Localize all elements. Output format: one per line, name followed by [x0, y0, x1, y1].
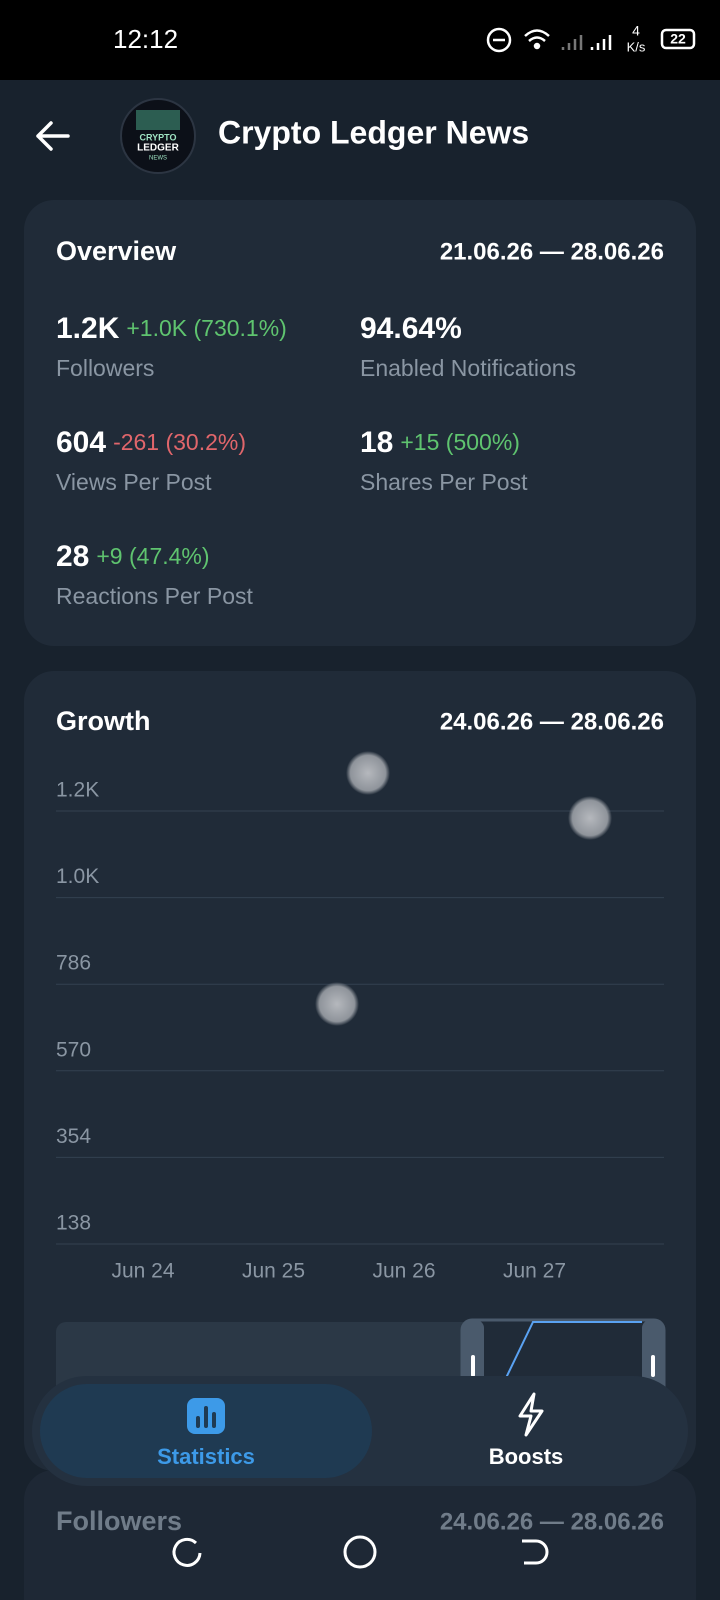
stat-value: 94.64% [360, 312, 462, 345]
stat-change: -261 (30.2%) [113, 429, 246, 455]
touch-indicator [568, 796, 612, 840]
touch-indicator [315, 982, 359, 1026]
y-tick-label: 570 [56, 1038, 91, 1061]
followers-title: Followers [56, 1506, 182, 1536]
tab-statistics[interactable]: Statistics [157, 1444, 255, 1469]
stat-value: 28 +9 (47.4%) [56, 540, 210, 573]
stats: 1.2K +1.0K (730.1%) Followers 94.64% Enabled… [56, 312, 576, 609]
tab-boosts[interactable]: Boosts [489, 1444, 564, 1469]
y-tick-label: 354 [56, 1125, 91, 1148]
home-button[interactable] [343, 1535, 377, 1569]
touch-indicator [346, 751, 390, 795]
stat-value: 18 +15 (500%) [360, 426, 520, 459]
x-tick-label: Jun 27 [503, 1260, 566, 1283]
y-tick-label: 138 [56, 1212, 91, 1235]
x-tick-label: Jun 24 [111, 1260, 174, 1283]
stat-change: +1.0K (730.1%) [126, 315, 286, 341]
status-icons [486, 27, 696, 53]
followers-date-range: 24.06.26 — 28.06.26 [440, 1508, 664, 1535]
navigator-line [504, 1321, 642, 1381]
handle-grip [471, 1355, 475, 1377]
system-nav [172, 1535, 549, 1569]
y-tick-label: 786 [56, 952, 91, 975]
logo-text: LEDGER [137, 143, 179, 154]
speed-unit: K/s [627, 39, 646, 54]
recent-button[interactable] [172, 1537, 202, 1567]
stat-label: Shares Per Post [360, 469, 528, 495]
stat-change: +15 (500%) [400, 429, 520, 455]
channel-title: Crypto Ledger News [218, 114, 529, 150]
handle-grip [651, 1355, 655, 1377]
stat-label: Views Per Post [56, 469, 212, 495]
logo-text: NEWS [149, 156, 167, 162]
stat-label: Enabled Notifications [360, 355, 576, 381]
x-tick-label: Jun 26 [372, 1260, 435, 1283]
stat-number: 604 [56, 426, 106, 459]
stat-value: 1.2K +1.0K (730.1%) [56, 312, 287, 345]
overview-date-range: 21.06.26 — 28.06.26 [440, 238, 664, 265]
y-tick-label: 1.2K [56, 779, 99, 802]
plot: 138 354 570 786 1.0K 1.2K Jun 24 Jun 25 Jun 26 Ju… [56, 779, 664, 1283]
stat-number: 18 [360, 426, 393, 459]
statistics-icon [187, 1398, 225, 1434]
stat-number: 94.64% [360, 312, 462, 345]
battery: 22 [670, 31, 686, 47]
back-button[interactable] [36, 121, 70, 151]
growth-title: Growth [56, 706, 151, 736]
overview-title: Overview [56, 236, 177, 266]
time: 12:12 [113, 24, 178, 54]
stat-label: Reactions Per Post [56, 583, 253, 609]
followers-card [24, 1470, 696, 1600]
logo-art [136, 110, 180, 130]
stat-number: 28 [56, 540, 89, 573]
y-tick-label: 1.0K [56, 865, 99, 888]
stat-number: 1.2K [56, 312, 120, 345]
speed-value: 4 [632, 23, 640, 39]
growth-date-range: 24.06.26 — 28.06.26 [440, 708, 664, 735]
stat-change: +9 (47.4%) [96, 543, 209, 569]
logo-text: CRYPTO [139, 132, 176, 142]
overview-card [24, 200, 696, 646]
status-bar [0, 0, 720, 80]
stat-label: Followers [56, 355, 154, 381]
stat-value: 604 -261 (30.2%) [56, 426, 246, 459]
boosts-icon [518, 1392, 544, 1437]
x-tick-label: Jun 25 [242, 1260, 305, 1283]
back-nav-button[interactable] [522, 1539, 549, 1565]
